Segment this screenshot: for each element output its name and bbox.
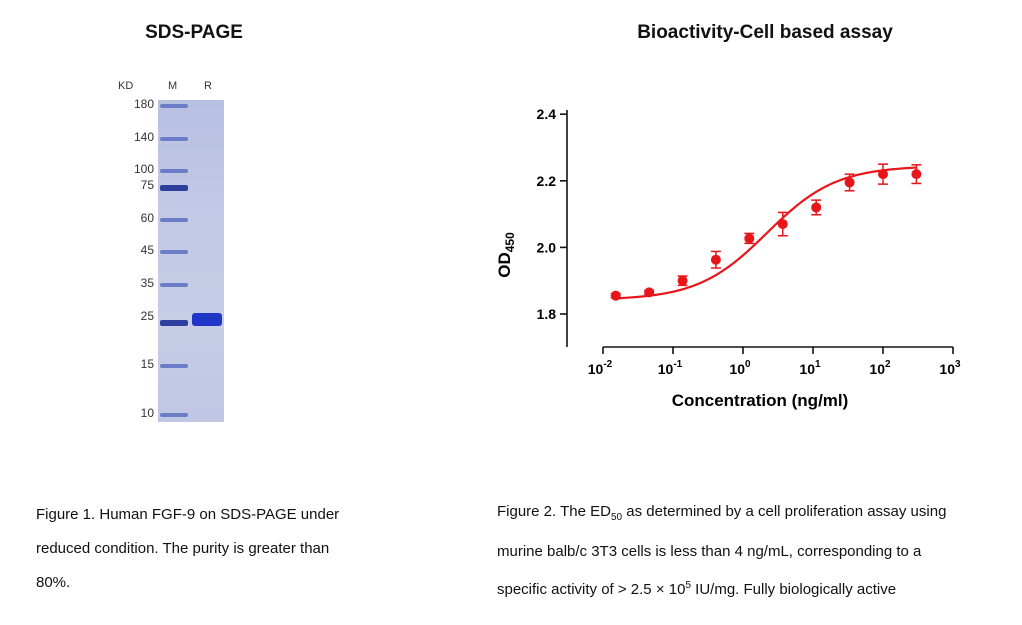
lane-label-reduced: R — [204, 80, 212, 92]
figure1-caption-line2: reduced condition. The purity is greater… — [36, 540, 330, 557]
ladder-band-75 — [160, 185, 188, 191]
marker-label-140: 140 — [133, 130, 154, 144]
data-point — [610, 290, 621, 301]
ladder-band-10 — [160, 413, 188, 417]
data-point — [811, 202, 822, 213]
figure2-caption-line2: murine balb/c 3T3 cells is less than 4 n… — [497, 543, 922, 560]
x-tick-label: 102 — [869, 359, 891, 377]
kd-units-label: KD — [118, 80, 134, 92]
figure2-caption-line3: specific activity of > 2.5 × 105 IU/mg. … — [497, 580, 897, 598]
marker-label-45: 45 — [140, 243, 154, 257]
ladder-band-100 — [160, 169, 188, 173]
protein-band — [192, 313, 222, 326]
sds-page-title: SDS-PAGE — [145, 22, 243, 43]
x-tick-label: 101 — [799, 359, 821, 377]
y-tick-label: 2.2 — [537, 173, 557, 189]
ladder-band-180 — [160, 104, 188, 108]
figure2-caption: Figure 2. The ED50 as determined by a ce… — [497, 495, 1007, 607]
marker-label-75: 75 — [140, 178, 154, 192]
ladder-band-35 — [160, 283, 188, 287]
y-axis-label: OD450 — [495, 232, 517, 278]
data-point — [677, 275, 688, 286]
data-point — [777, 219, 788, 230]
lane-label-marker: M — [168, 80, 178, 92]
ladder-band-140 — [160, 137, 188, 141]
dose-response-chart: 1.8 2.0 2.2 2.4 10-2 10-1 100 101 102 103 OD450 C… — [495, 106, 961, 410]
x-axis-label: Concentration (ng/ml) — [672, 391, 849, 410]
marker-label-100: 100 — [133, 162, 154, 176]
figure1-caption: Figure 1. Human FGF-9 on SDS-PAGE under … — [36, 498, 416, 600]
data-point — [844, 177, 855, 188]
figure1-caption-line1: Figure 1. Human FGF-9 on SDS-PAGE under — [36, 506, 340, 523]
marker-label-10: 10 — [140, 406, 154, 420]
ladder-band-60 — [160, 218, 188, 222]
marker-label-180: 180 — [133, 97, 154, 111]
bioactivity-title: Bioactivity-Cell based assay — [637, 22, 893, 43]
figure2-caption-line1: Figure 2. The ED50 as determined by a ce… — [497, 503, 947, 523]
marker-label-15: 15 — [140, 357, 154, 371]
ladder-band-15 — [160, 364, 188, 368]
x-tick-label: 100 — [729, 359, 751, 377]
marker-label-35: 35 — [140, 276, 154, 290]
data-point — [744, 233, 755, 244]
ladder-band-25 — [160, 320, 188, 326]
x-tick-label: 103 — [939, 359, 961, 377]
ladder-band-45 — [160, 250, 188, 254]
marker-label-25: 25 — [140, 309, 154, 323]
x-tick-label: 10-1 — [658, 359, 683, 377]
data-point — [878, 169, 888, 180]
data-point — [911, 169, 922, 180]
fit-curve — [615, 166, 917, 300]
data-point — [644, 287, 655, 298]
y-tick-label: 2.4 — [537, 106, 557, 122]
y-tick-label: 1.8 — [537, 306, 557, 322]
y-tick-label: 2.0 — [537, 239, 557, 255]
x-tick-label: 10-2 — [588, 359, 613, 377]
gel-image — [158, 100, 224, 422]
data-point — [710, 254, 721, 265]
figure1-caption-line3: 80%. — [36, 574, 71, 591]
marker-label-60: 60 — [140, 211, 154, 225]
